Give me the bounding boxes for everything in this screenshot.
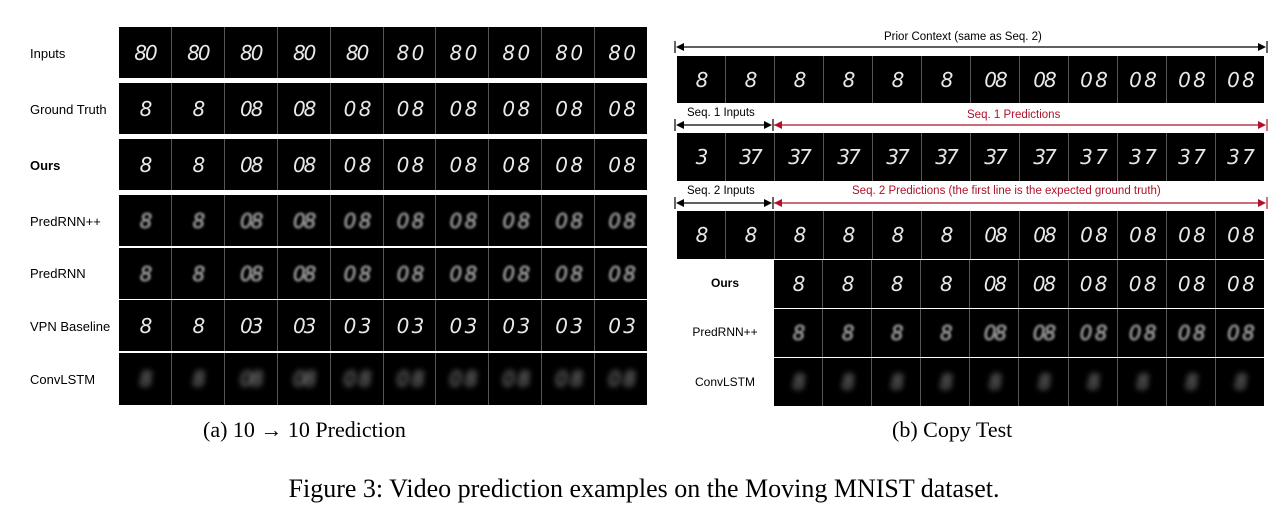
row-label-vpn-baseline: VPN Baseline — [30, 319, 111, 334]
row-label-predrnnpp: PredRNN++ — [30, 214, 101, 229]
prior-context-label: Prior Context (same as Seq. 2) — [880, 31, 1046, 43]
seq1-inputs-label: Seq. 1 Inputs — [683, 107, 759, 119]
row-label-ground-truth: Ground Truth — [30, 102, 107, 117]
seq1-predictions-label: Seq. 1 Predictions — [963, 109, 1065, 121]
row-label-ours: Ours — [30, 158, 61, 173]
row-label-b-predrnnpp: PredRNN++ — [692, 325, 758, 339]
row-label-predrnn: PredRNN — [30, 266, 86, 281]
row-label-convlstm: ConvLSTM — [30, 372, 96, 387]
caption-a: (a) 10 → 10 Prediction — [203, 417, 406, 442]
seq1-arrows — [674, 119, 1268, 131]
seq2-predictions-label: Seq. 2 Predictions (the first line is th… — [848, 185, 1165, 197]
row-label-inputs: Inputs — [30, 46, 66, 61]
figure-caption: Figure 3: Video prediction examples on t… — [288, 474, 1000, 503]
caption-b: (b) Copy Test — [892, 417, 1013, 442]
seq2-inputs-label: Seq. 2 Inputs — [683, 185, 759, 197]
row-label-b-ours: Ours — [710, 276, 739, 290]
row-label-b-convlstm: ConvLSTM — [694, 375, 756, 389]
prior-context-arrow — [674, 41, 1268, 53]
seq2-arrows — [674, 197, 1268, 209]
